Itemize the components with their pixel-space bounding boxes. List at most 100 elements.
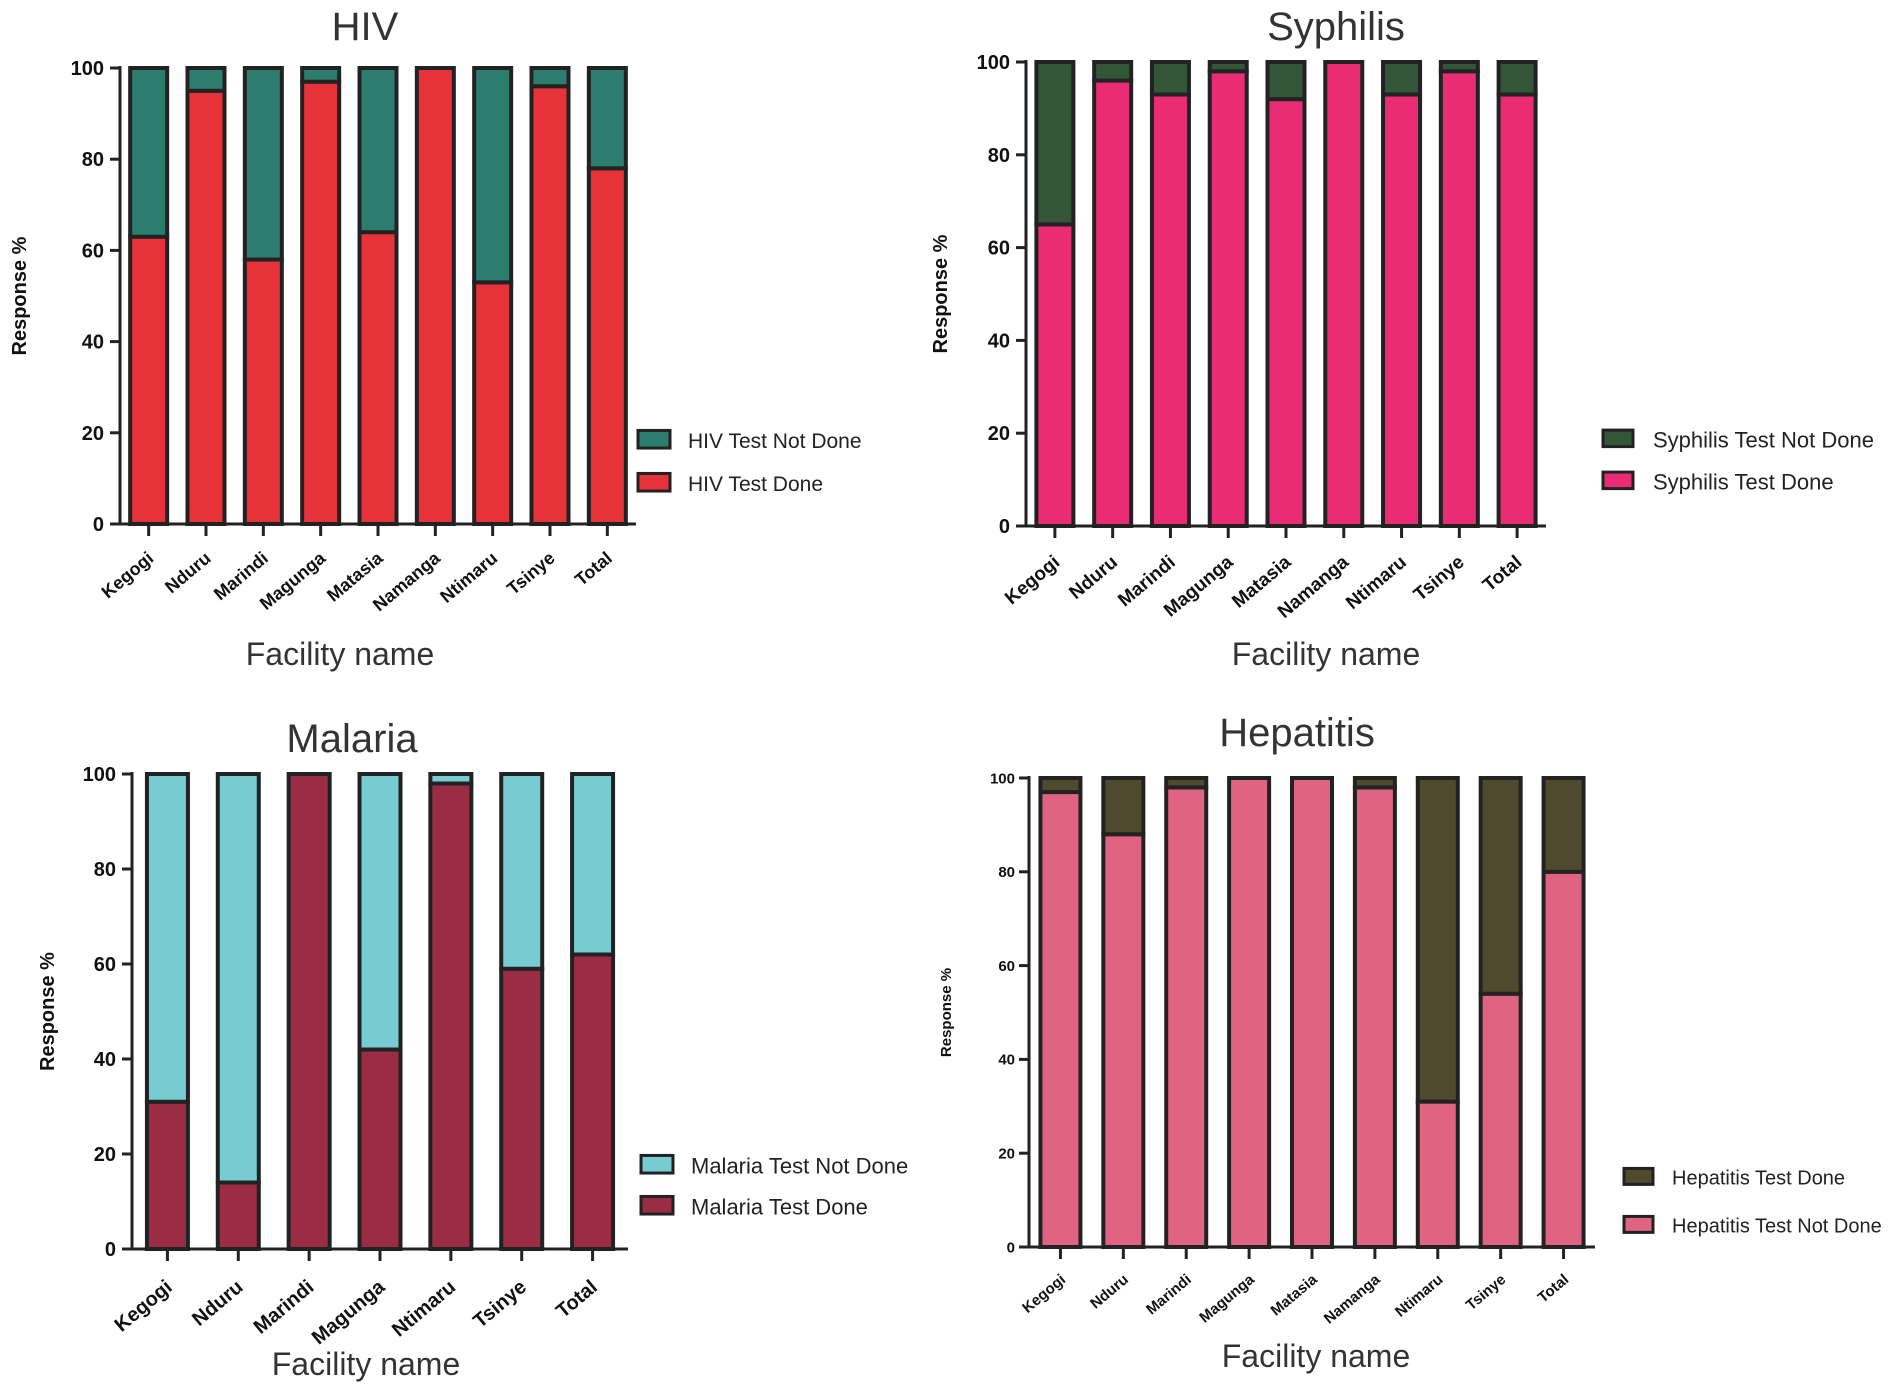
malaria-y-axis-label: Response % [37,952,59,1071]
hiv-bar-total-hiv-test-not-done [586,66,628,171]
hepatitis-y-tick-label-20: 20 [998,1145,1015,1162]
hiv-y-tick-label-20: 20 [82,423,104,445]
syphilis-y-tick-label-100: 100 [977,52,1010,74]
malaria-y-tick-label-0: 0 [105,1239,116,1261]
malaria-bar-tsinye-malaria-test-not-done [499,772,545,971]
hepatitis-bar-tsinye-hepatitis-test-done [1478,776,1523,996]
chart-panel-malaria: Malaria Response % Kegogi Nduru Marindi Magun… [0,700,951,1390]
syphilis-bar-kegogi-syphilis-test-not-done [1034,60,1076,227]
syphilis-legend-label-syphilis-test-not-done: Syphilis Test Not Done [1653,427,1874,452]
malaria-bar-total-malaria-test-done [570,952,616,1251]
hiv-bar-nduru-hiv-test-done [185,88,227,527]
syphilis-bar-tsinye-syphilis-test-done [1438,69,1480,528]
syphilis-y-tick-label-60: 60 [988,238,1010,260]
syphilis-y-tick-label-80: 80 [988,145,1010,167]
hiv-y-tick-label-100: 100 [71,58,104,80]
syphilis-bar-ntimaru-syphilis-test-not-done [1381,60,1423,97]
hepatitis-y-tick-label-100: 100 [990,770,1015,787]
syphilis-bar-matasia-syphilis-test-not-done [1265,60,1307,102]
hiv-y-tick-label-40: 40 [82,332,104,354]
syphilis-bar-namanga-syphilis-test-done [1323,60,1365,528]
hepatitis-bar-total-hepatitis-test-not-done [1541,869,1586,1250]
hepatitis-y-tick-label-60: 60 [998,958,1015,975]
hiv-bar-tsinye-hiv-test-not-done [529,66,571,89]
hiv-bar-marindi-hiv-test-done [242,257,284,526]
malaria-x-tick-label-tsinye: Tsinye [469,1276,531,1333]
chart-panel-syphilis: Syphilis Response % Kegogi Nduru Marindi Magu… [930,0,1902,690]
hepatitis-x-tick-label-total: Total [1535,1271,1573,1306]
hepatitis-bar-namanga-hepatitis-test-not-done [1352,785,1397,1249]
hiv-bar-matasia-hiv-test-not-done [357,66,399,235]
syphilis-x-tick-label-total: Total [1479,552,1526,596]
syphilis-y-tick-label-0: 0 [999,516,1010,538]
malaria-y-tick-label-20: 20 [94,1144,116,1166]
syphilis-bar-tsinye-syphilis-test-not-done [1438,60,1480,74]
syphilis-bar-matasia-syphilis-test-done [1265,97,1307,529]
hiv-x-axis-label: Facility name [246,636,435,672]
hepatitis-bar-marindi-hepatitis-test-not-done [1164,785,1209,1249]
hiv-title: HIV [332,5,399,49]
malaria-bar-magunga-malaria-test-not-done [357,772,403,1052]
syphilis-bar-magunga-syphilis-test-not-done [1207,60,1249,74]
malaria-x-tick-label-magunga: Magunga [308,1275,390,1349]
hepatitis-y-axis-label: Response % [938,968,955,1057]
hiv-bar-matasia-hiv-test-done [357,230,399,526]
hepatitis-bar-magunga-hepatitis-test-not-done [1227,776,1272,1249]
malaria-bar-nduru-malaria-test-not-done [215,772,261,1185]
hiv-bar-magunga-hiv-test-done [300,79,342,527]
syphilis-bar-magunga-syphilis-test-done [1207,69,1249,528]
syphilis-bar-total-syphilis-test-done [1496,92,1538,528]
malaria-bar-ntimaru-malaria-test-done [428,781,474,1251]
hepatitis-bar-nduru-hepatitis-test-done [1101,776,1146,837]
malaria-bar-kegogi-malaria-test-done [144,1099,190,1251]
syphilis-bar-kegogi-syphilis-test-done [1034,222,1076,528]
hiv-y-axis-label: Response % [9,236,31,355]
hiv-bar-ntimaru-hiv-test-not-done [472,66,514,285]
syphilis-bar-nduru-syphilis-test-not-done [1092,60,1134,83]
malaria-bar-magunga-malaria-test-done [357,1047,403,1251]
syphilis-x-axis-label: Facility name [1232,636,1421,672]
hiv-bar-marindi-hiv-test-not-done [242,66,284,262]
hepatitis-title: Hepatitis [1219,711,1375,755]
malaria-y-tick-label-100: 100 [83,764,116,786]
hepatitis-bar-ntimaru-hepatitis-test-not-done [1415,1099,1460,1249]
malaria-legend-label-malaria-test-done: Malaria Test Done [691,1194,868,1219]
hepatitis-x-tick-label-nduru: Nduru [1087,1271,1132,1312]
syphilis-bar-nduru-syphilis-test-done [1092,78,1134,528]
hiv-legend-label-hiv-test-not-done: HIV Test Not Done [688,430,862,453]
hepatitis-x-tick-label-namanga: Namanga [1321,1271,1384,1328]
hepatitis-bar-kegogi-hepatitis-test-not-done [1038,790,1083,1249]
malaria-x-tick-label-nduru: Nduru [188,1276,247,1331]
hiv-y-tick-label-80: 80 [82,149,104,171]
syphilis-bar-total-syphilis-test-not-done [1496,60,1538,97]
hepatitis-y-tick-label-40: 40 [998,1052,1015,1069]
hepatitis-x-tick-label-kegogi: Kegogi [1019,1271,1069,1317]
syphilis-bar-marindi-syphilis-test-done [1149,92,1191,528]
hiv-x-tick-label-tsinye: Tsinye [503,548,559,599]
hiv-bar-nduru-hiv-test-not-done [185,66,227,93]
malaria-legend-label-malaria-test-not-done: Malaria Test Not Done [691,1153,908,1178]
hepatitis-x-tick-label-marindi: Marindi [1143,1271,1195,1318]
syphilis-x-tick-label-ntimaru: Ntimaru [1342,552,1410,614]
hepatitis-bar-marindi-hepatitis-test-done [1164,776,1209,790]
malaria-x-axis-label: Facility name [272,1346,461,1382]
hiv-y-tick-label-0: 0 [93,514,104,536]
hiv-legend-label-hiv-test-done: HIV Test Done [688,473,823,496]
hiv-legend-swatch-hiv-test-not-done [636,428,672,450]
hepatitis-bar-namanga-hepatitis-test-done [1352,776,1397,790]
malaria-y-tick-label-60: 60 [94,954,116,976]
malaria-legend-swatch-malaria-test-done [639,1194,675,1216]
hepatitis-bar-matasia-hepatitis-test-not-done [1290,776,1334,1249]
malaria-bar-marindi-malaria-test-done [286,772,332,1251]
hiv-bar-total-hiv-test-done [586,166,628,526]
malaria-bar-kegogi-malaria-test-not-done [144,772,190,1104]
hepatitis-bar-total-hepatitis-test-done [1541,776,1586,874]
hepatitis-y-tick-label-0: 0 [1007,1239,1015,1256]
malaria-x-tick-label-marindi: Marindi [250,1276,319,1339]
chart-panel-hiv: HIV Response % Kegogi Nduru Marindi Magunga Ma… [0,0,951,690]
syphilis-title: Syphilis [1267,5,1405,49]
malaria-x-tick-label-kegogi: Kegogi [111,1276,177,1336]
syphilis-legend-label-syphilis-test-done: Syphilis Test Done [1653,469,1834,494]
hepatitis-x-axis-label: Facility name [1222,1338,1411,1374]
